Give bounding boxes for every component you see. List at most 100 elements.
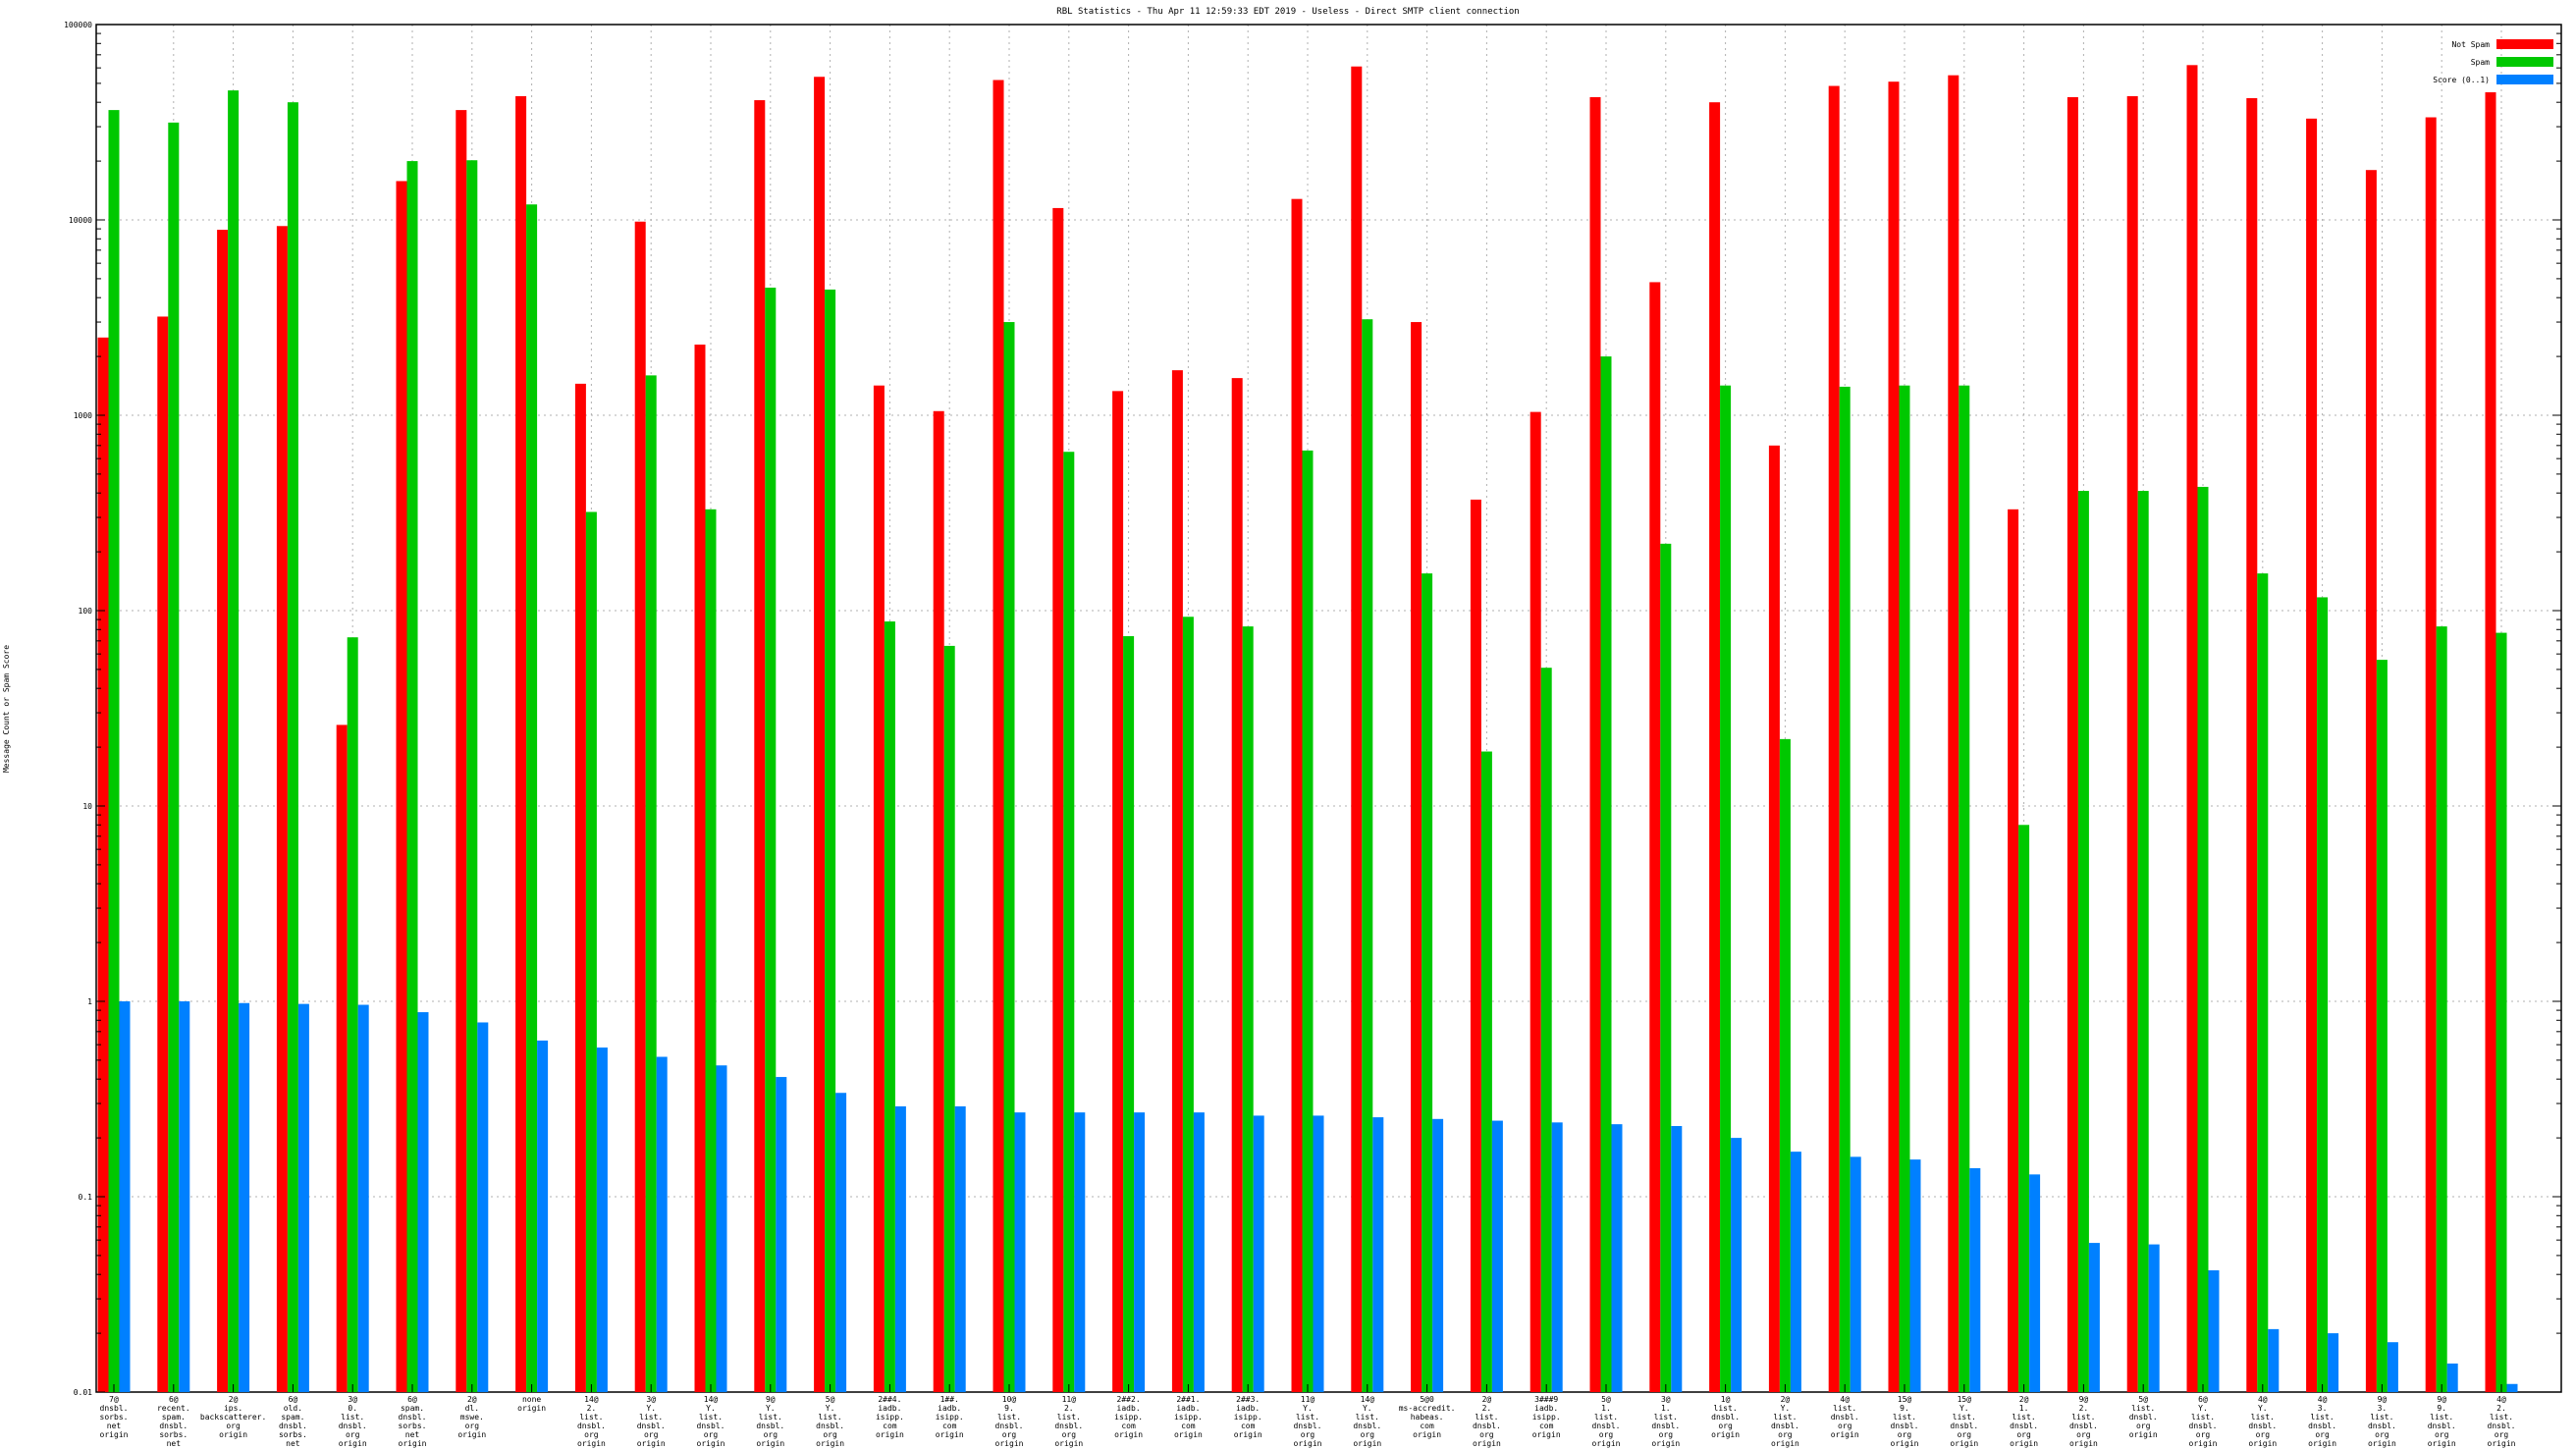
x-tick-label-line: dnsbl. [2189,1422,2218,1430]
x-tick-label-line: 11@ [1301,1395,1315,1404]
x-tick-label: 4@ 2. list. dnsbl. org origin [2488,1395,2516,1448]
bar-not-spam [1649,282,1661,1392]
x-tick-label-line: org [465,1422,480,1430]
bar-score-0-1 [297,1003,309,1392]
bar-score-0-1 [596,1047,608,1392]
bar-score-0-1 [716,1065,727,1392]
x-tick-label-line: net [286,1439,300,1448]
x-tick-label-line: 14@ [584,1395,599,1404]
y-tick-label: 0.01 [74,1388,92,1397]
x-tick-label-line: dnsbl. [1771,1422,1799,1430]
x-tick-label-line: 6@ [169,1395,179,1404]
bar-not-spam [456,110,467,1392]
x-tick-label-line: origin [697,1439,725,1448]
x-tick-label-line: 9@ [2437,1395,2446,1404]
x-tick-label-line: origin [339,1439,367,1448]
x-tick-label-line: origin [1711,1430,1740,1439]
y-axis-ticks: 0.01 0.1 1 10 100 1000 10000 100000 [64,21,2561,1397]
bar-score-0-1 [2387,1342,2398,1392]
x-tick-label-line: iadb. [938,1404,961,1413]
x-tick-label-line: 5@0 [1420,1395,1434,1404]
x-tick-label-line: org [2435,1430,2449,1439]
bar-not-spam [1828,85,1840,1393]
bar-not-spam [276,226,288,1393]
x-tick-label-line: list. [1356,1413,1379,1422]
bar-not-spam [754,100,766,1392]
legend-swatch [2496,57,2553,67]
x-tick-label-line: list. [819,1413,842,1422]
x-tick-label-line: list. [2012,1413,2036,1422]
y-tick-label: 1 [87,997,92,1006]
x-tick-label-line: 2. [587,1404,597,1413]
x-tick-label: 2@ dl. mswe. org origin [457,1395,486,1439]
bar-not-spam [2126,95,2138,1392]
x-tick-label-line: dnsbl. [577,1422,606,1430]
x-tick-label-line: list. [2251,1413,2275,1422]
x-tick-label-line: 4@ [1840,1395,1850,1404]
x-tick-label: 5@0 ms-accredit. habeas. com origin [1399,1395,1456,1439]
x-tick-label: 4@ 3. list. dnsbl. org origin [2308,1395,2336,1448]
legend-swatch [2496,75,2553,84]
x-tick-label: 11@ Y. list. dnsbl. org origin [1294,1395,1322,1448]
bar-not-spam [396,181,407,1392]
x-tick-label-line: list. [1296,1413,1319,1422]
bar-not-spam [2186,65,2198,1392]
x-tick-label: 2##2. iadb. isipp. com origin [1114,1395,1143,1439]
x-tick-label-line: list. [2311,1413,2334,1422]
x-tick-label-line: origin [876,1430,904,1439]
x-tick-label-line: dl. [465,1404,479,1413]
bar-score-0-1 [894,1105,906,1392]
x-tick-label-line: list. [2191,1413,2215,1422]
x-tick-label: 9@ 2. list. dnsbl. org origin [2069,1395,2098,1448]
x-tick-label-line: dnsbl. [2010,1422,2038,1430]
bar-spam [466,160,478,1392]
x-tick-label-line: dnsbl. [2308,1422,2336,1430]
x-tick-label-line: list. [2071,1413,2095,1422]
bar-score-0-1 [179,1001,190,1392]
bar-spam [1839,386,1851,1392]
y-tick-label: 10000 [69,216,92,225]
x-tick-label-line: origin [1592,1439,1621,1448]
x-tick-label: 9@ 9. list. dnsbl. org origin [2428,1395,2456,1448]
x-tick-label-line: iadb. [1117,1404,1141,1413]
bar-score-0-1 [1611,1124,1623,1392]
x-tick-label-line: com [1539,1422,1554,1430]
x-tick-label-line: org [764,1430,778,1439]
x-tick-label-line: isipp. [936,1413,964,1422]
x-tick-label: 1##. iadb. isipp. com origin [936,1395,964,1439]
x-tick-label-line: spam. [281,1413,304,1422]
x-tick-label-line: 2. [2496,1404,2506,1413]
x-tick-label: 4@ Y. list. dnsbl. org origin [2248,1395,2277,1448]
bar-spam [765,288,777,1392]
x-tick-label-line: list. [2430,1413,2453,1422]
x-tick-label-line: org [1718,1422,1733,1430]
x-tick-label-line: 0. [348,1404,357,1413]
x-tick-label-line: isipp. [1234,1413,1262,1422]
x-tick-label-line: origin [1950,1439,1978,1448]
x-tick-label-line: origin [399,1439,427,1448]
x-tick-label-line: dnsbl. [1294,1422,1322,1430]
x-tick-label: 3@ 1. list. dnsbl. org origin [1651,1395,1680,1448]
bar-score-0-1 [119,1001,131,1392]
x-tick-label: 5@ Y. list. dnsbl. org origin [816,1395,844,1448]
x-tick-label-line: list. [1654,1413,1678,1422]
x-tick-label-line: 1. [1601,1404,1611,1413]
x-tick-label-line: dnsbl. [1891,1422,1919,1430]
bar-spam [825,289,836,1393]
x-tick-label-line: list. [2370,1413,2393,1422]
bar-spam [108,110,120,1392]
bar-spam [1899,385,1910,1393]
x-tick-label-line: Y. [826,1404,835,1413]
x-tick-label-line: dnsbl. [1592,1422,1621,1430]
bar-spam [2496,632,2507,1392]
x-tick-label-line: isipp. [876,1413,904,1422]
x-tick-label-line: origin [517,1404,546,1413]
bar-not-spam [1888,81,1900,1393]
bar-not-spam [97,337,109,1392]
bar-score-0-1 [1491,1120,1503,1392]
x-tick-label-line: sorbs. [159,1430,188,1439]
x-tick-label-line: org [1778,1430,1793,1439]
x-tick-label-line: list. [1594,1413,1618,1422]
x-tick-label-line: origin [1054,1439,1083,1448]
bar-score-0-1 [1014,1112,1026,1392]
